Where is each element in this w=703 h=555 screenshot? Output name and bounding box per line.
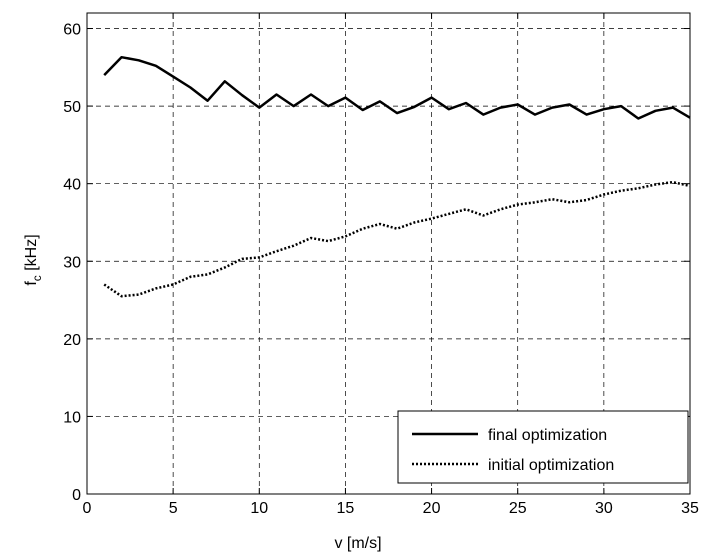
y-tick-label: 20: [63, 332, 81, 349]
tick-labels: 0 5 10 15 20 25 30 35 0 10 20 30 40 50 60: [63, 22, 699, 517]
x-tick-label: 20: [423, 500, 441, 517]
series-line-initial-optimization: [103, 180, 691, 298]
y-tick-label: 30: [63, 254, 81, 271]
legend: final optimization initial optimization: [397, 410, 689, 484]
x-tick-label: 35: [681, 500, 699, 517]
legend-label-initial: initial optimization: [488, 457, 614, 474]
y-tick-label: 10: [63, 409, 81, 426]
x-tick-label: 15: [337, 500, 355, 517]
x-tick-label: 5: [169, 500, 178, 517]
legend-box: [397, 410, 689, 484]
x-tick-label: 10: [250, 500, 268, 517]
y-tick-label: 40: [63, 177, 81, 194]
y-axis-label-main: f: [23, 281, 40, 286]
legend-label-final: final optimization: [488, 427, 607, 444]
x-tick-label: 25: [509, 500, 527, 517]
axis-ticks: [86, 13, 691, 495]
series-lines: [103, 55, 691, 298]
x-tick-label: 30: [595, 500, 613, 517]
y-tick-label: 0: [72, 487, 81, 504]
y-tick-label: 60: [63, 22, 81, 39]
plot-frame: [86, 12, 691, 495]
y-axis-label: fc [kHz]: [23, 234, 44, 285]
x-tick-label: 0: [83, 500, 92, 517]
y-tick-label: 50: [63, 99, 81, 116]
y-axis-label-unit: [kHz]: [23, 234, 40, 275]
series-line-final-optimization: [103, 55, 691, 120]
x-axis-label: v [m/s]: [334, 535, 381, 552]
y-axis-label-subscript: c: [30, 275, 44, 281]
